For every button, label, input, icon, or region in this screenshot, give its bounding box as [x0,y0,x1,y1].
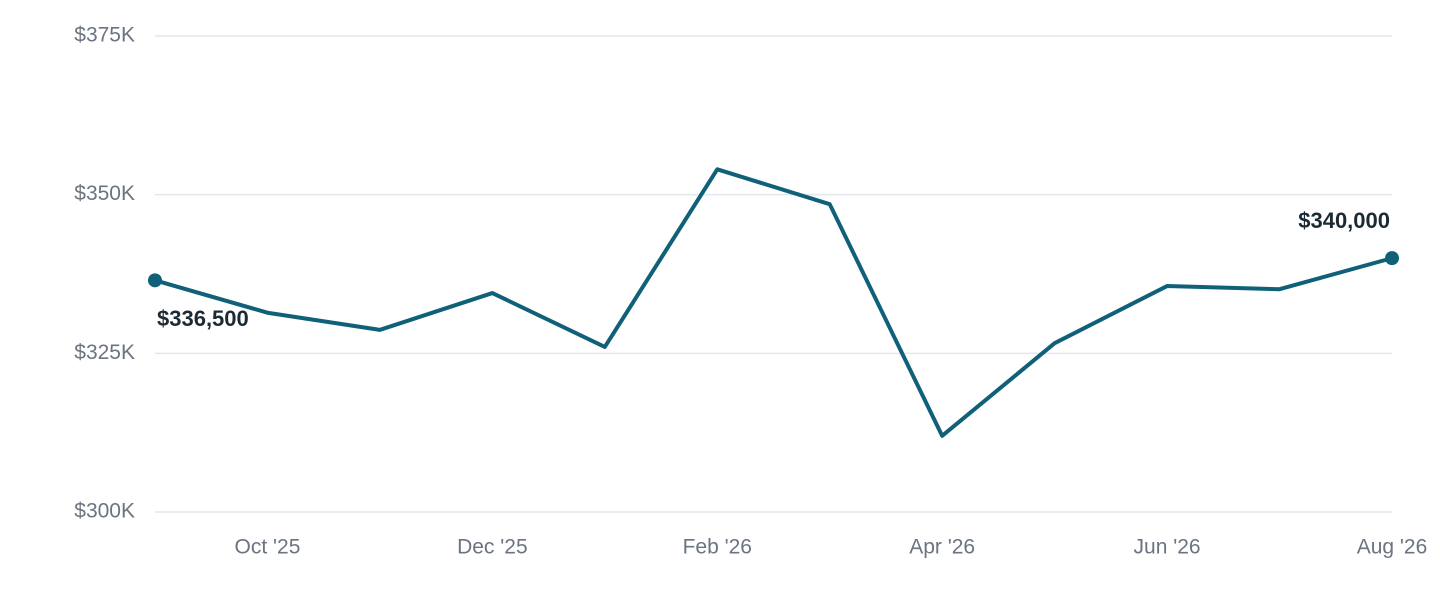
point [148,273,162,288]
y-tick-label: $300K [74,500,135,523]
value-label: $336,500 [157,306,249,331]
line [154,167,1393,438]
y-tick-label: $325K [74,341,135,364]
y-tick-label: $350K [74,182,135,205]
value-label: $340,000 [1298,208,1390,233]
x-tick-label: Jun '26 [1134,536,1201,559]
x-tick-label: Aug '26 [1357,536,1428,559]
point [1385,251,1399,266]
x-tick-label: Feb '26 [683,536,752,559]
y-tick-label: $375K [74,24,135,47]
x-tick-label: Oct '25 [235,536,301,559]
x-tick-label: Dec '25 [457,536,528,559]
x-tick-label: Apr '26 [909,536,975,559]
